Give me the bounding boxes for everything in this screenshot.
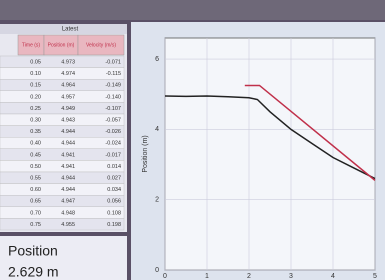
meter-label: Position bbox=[8, 243, 58, 259]
y-tick-label: 0 bbox=[155, 267, 159, 274]
table-cell: 0.75 bbox=[30, 222, 41, 228]
table-cell: 0.65 bbox=[30, 199, 41, 205]
x-tick-label: 2 bbox=[247, 273, 251, 280]
table-cell: 0.55 bbox=[30, 175, 41, 181]
screen: Latest Position 2.629 m Time (s) Position… bbox=[0, 0, 385, 280]
column-header: Position (m) bbox=[48, 42, 75, 48]
table-cell: -0.024 bbox=[105, 141, 121, 147]
table-cell: 0.027 bbox=[107, 175, 121, 181]
table-title: Latest bbox=[62, 27, 79, 33]
table-cell: -0.017 bbox=[105, 152, 121, 158]
toolbar bbox=[0, 0, 385, 20]
table-cell: -0.140 bbox=[105, 94, 121, 100]
table-cell: 0.15 bbox=[30, 83, 41, 89]
table-cell: 4.947 bbox=[61, 199, 75, 205]
table-cell: 4.973 bbox=[61, 59, 75, 65]
table-cell: -0.026 bbox=[105, 129, 121, 135]
table-cell: 0.10 bbox=[30, 71, 41, 77]
table-cell: 4.941 bbox=[61, 152, 75, 158]
table-cell: 4.948 bbox=[61, 210, 75, 216]
table-cell: 0.056 bbox=[107, 199, 121, 205]
table-cell: 0.20 bbox=[30, 94, 41, 100]
x-tick-label: 4 bbox=[331, 273, 335, 280]
table-cell: -0.149 bbox=[105, 83, 121, 89]
table-cell: 4.943 bbox=[61, 117, 75, 123]
meter-value: 2.629 m bbox=[8, 264, 59, 280]
table-cell: 4.955 bbox=[61, 222, 75, 228]
table-cell: 0.45 bbox=[30, 152, 41, 158]
table-cell: 4.974 bbox=[61, 71, 75, 77]
y-axis-label: Position (m) bbox=[142, 135, 149, 172]
y-tick-label: 6 bbox=[155, 56, 159, 63]
table-cell: 4.944 bbox=[61, 187, 75, 193]
table-cell: 0.108 bbox=[107, 210, 121, 216]
table-cell: 4.944 bbox=[61, 129, 75, 135]
y-tick-label: 2 bbox=[155, 197, 159, 204]
table-cell: 0.034 bbox=[107, 187, 121, 193]
table-cell: -0.057 bbox=[105, 117, 121, 123]
column-header: Velocity (m/s) bbox=[86, 42, 116, 48]
table-cell: 4.964 bbox=[61, 83, 75, 89]
table-cell: 4.949 bbox=[61, 106, 75, 112]
table-cell: 4.944 bbox=[61, 141, 75, 147]
table-cell: 0.198 bbox=[107, 222, 121, 228]
table-cell: 0.70 bbox=[30, 210, 41, 216]
table-cell: 0.35 bbox=[30, 129, 41, 135]
x-tick-label: 3 bbox=[289, 273, 293, 280]
table-cell: 0.40 bbox=[30, 141, 41, 147]
x-tick-label: 0 bbox=[163, 273, 167, 280]
x-tick-label: 5 bbox=[373, 273, 377, 280]
y-tick-label: 4 bbox=[155, 126, 159, 133]
table-cell: 0.25 bbox=[30, 106, 41, 112]
table-cell: 0.05 bbox=[30, 59, 41, 65]
table-cell: 4.941 bbox=[61, 164, 75, 170]
table-cell: -0.071 bbox=[105, 59, 121, 65]
table-cell: -0.107 bbox=[105, 106, 121, 112]
table-cell: -0.115 bbox=[106, 71, 121, 77]
table-cell: 0.60 bbox=[30, 187, 41, 193]
table-cell: 4.957 bbox=[61, 94, 75, 100]
x-tick-label: 1 bbox=[205, 273, 209, 280]
table-cell: 0.50 bbox=[30, 164, 41, 170]
table-cell: 0.014 bbox=[107, 164, 121, 170]
column-header: Time (s) bbox=[22, 42, 40, 48]
table-cell: 0.30 bbox=[30, 117, 41, 123]
table-cell: 4.944 bbox=[61, 175, 75, 181]
